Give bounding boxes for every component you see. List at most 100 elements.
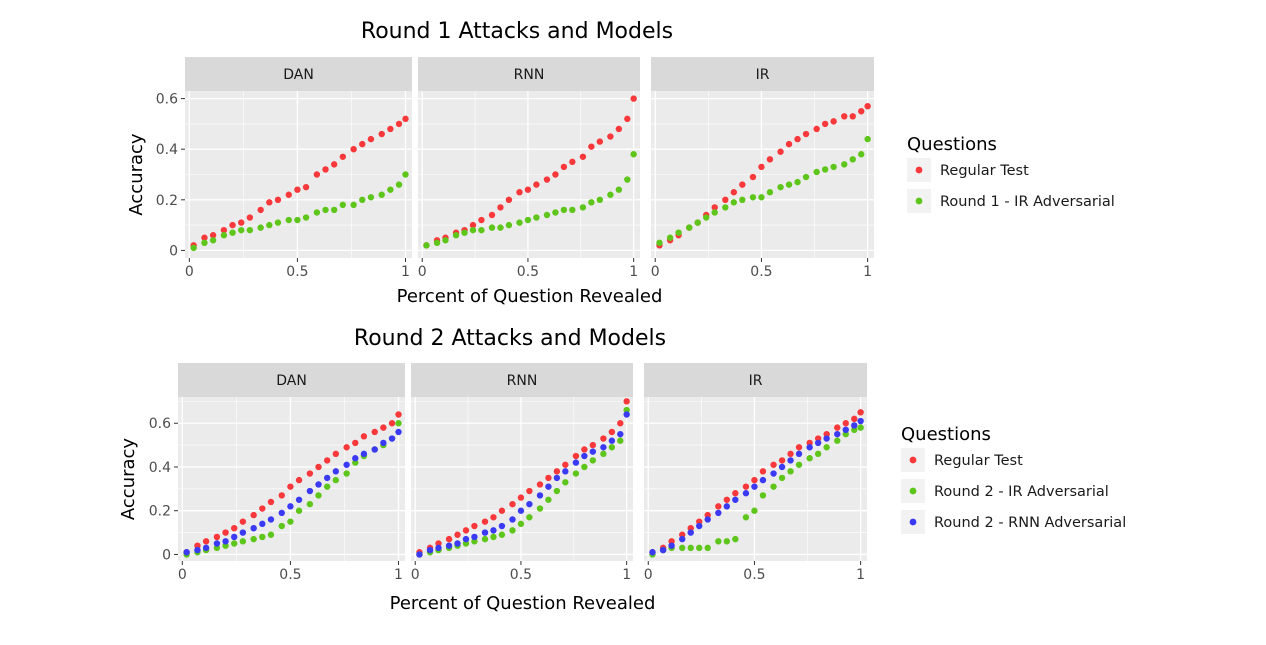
data-point [238, 226, 245, 234]
data-point [834, 430, 841, 438]
data-point [315, 481, 322, 488]
x-tick-label: 0.5 [279, 567, 301, 583]
y-axis-label: Accuracy [118, 438, 139, 521]
data-point [623, 406, 630, 414]
facet-strip [178, 363, 405, 397]
data-point [596, 138, 604, 145]
data-point [388, 435, 396, 442]
data-point [842, 430, 849, 438]
data-point [222, 538, 229, 545]
data-point [579, 204, 587, 211]
x-tick-label: 0 [411, 567, 420, 583]
data-point [388, 420, 396, 427]
data-point [402, 115, 409, 123]
data-point [395, 420, 402, 427]
data-point [830, 118, 837, 125]
x-tick-label: 0 [185, 264, 194, 280]
data-point [770, 461, 777, 468]
data-point [675, 229, 682, 236]
legend-entry-label: Regular Test [934, 453, 1023, 469]
chart-title: Round 2 Attacks and Models [354, 326, 666, 351]
data-point [553, 487, 561, 495]
data-point [490, 527, 497, 534]
data-point [481, 518, 489, 525]
data-point [517, 507, 525, 514]
data-point [239, 529, 247, 536]
data-point [287, 483, 294, 490]
data-point [442, 237, 449, 244]
data-point [332, 476, 340, 484]
facet-strip-label: IR [749, 373, 763, 389]
data-point [505, 196, 513, 204]
facet-panel-dan: DAN 0 0.5 1 0 0.2 0.4 0.6 [156, 57, 412, 280]
data-point [330, 206, 338, 214]
data-point [257, 206, 264, 214]
data-point [715, 538, 722, 545]
facet-strip-label: DAN [276, 373, 307, 389]
data-point [777, 183, 784, 191]
data-point [749, 173, 757, 181]
data-point [696, 544, 703, 552]
data-point [469, 226, 477, 234]
data-point [723, 503, 731, 510]
data-point [371, 446, 378, 453]
data-point [687, 529, 694, 536]
data-point [478, 226, 485, 234]
x-tick-label: 1 [622, 567, 631, 583]
data-point [220, 232, 228, 239]
data-point [795, 461, 803, 468]
data-point [821, 120, 829, 128]
data-point [864, 135, 871, 143]
data-point [751, 483, 758, 490]
data-point [231, 540, 238, 547]
data-point [267, 531, 275, 538]
data-point [306, 500, 314, 508]
data-point [858, 108, 865, 115]
facet-panel-rnn: RNN 0 0.5 1 [411, 363, 633, 583]
data-point [509, 527, 516, 534]
data-point [360, 433, 368, 440]
series-regular-test [649, 409, 864, 556]
data-point [239, 518, 247, 525]
data-point [315, 492, 322, 499]
data-point [560, 206, 568, 214]
data-point [704, 544, 711, 552]
data-point [332, 468, 340, 475]
data-point [600, 435, 607, 442]
data-point [679, 535, 686, 543]
facet-panel-dan: DAN 0 0.5 1 0 0.2 0.4 0.6 [149, 363, 405, 583]
data-point [851, 415, 858, 423]
data-point [302, 183, 310, 191]
legend-entry-label: Round 2 - IR Adversarial [934, 484, 1109, 500]
x-tick-label: 1 [856, 567, 865, 583]
data-point [222, 542, 229, 549]
data-point [302, 214, 310, 221]
data-point [183, 549, 190, 556]
data-point [552, 209, 559, 216]
data-point [560, 163, 568, 171]
facet-strip-label: RNN [507, 373, 538, 389]
data-point [295, 496, 303, 503]
data-point [380, 439, 387, 447]
data-point [623, 398, 630, 405]
data-point [656, 239, 663, 247]
data-point [857, 417, 864, 425]
data-point [581, 446, 588, 453]
data-point [505, 221, 513, 229]
data-point [579, 153, 587, 160]
x-axis-label: Percent of Question Revealed [390, 593, 656, 614]
data-point [572, 452, 580, 460]
data-point [259, 505, 266, 512]
data-point [367, 194, 375, 201]
data-point [851, 426, 858, 433]
facet-strip-label: RNN [514, 67, 545, 83]
x-tick-label: 0 [644, 567, 653, 583]
data-point [572, 470, 580, 477]
data-point [813, 168, 820, 176]
chart-title: Round 1 Attacks and Models [361, 19, 673, 44]
data-point [715, 503, 722, 510]
data-point [569, 206, 576, 214]
data-point [806, 444, 813, 451]
data-point [821, 166, 829, 173]
